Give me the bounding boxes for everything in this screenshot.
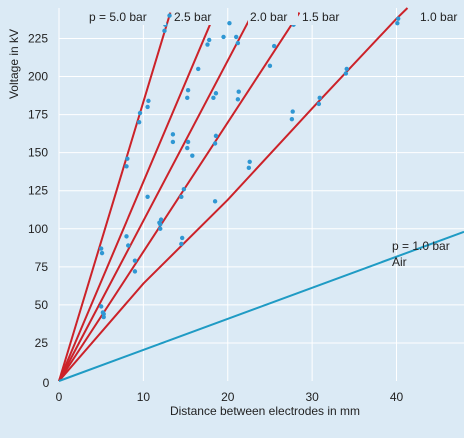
data-point (271, 43, 277, 49)
label-background (87, 8, 166, 25)
x-tick-label: 0 (56, 390, 63, 404)
data-point (145, 104, 150, 110)
pressure-line (58, 12, 172, 382)
y-tick-label: 50 (35, 298, 49, 312)
air-label-pressure: p = 1.0 bar (392, 239, 450, 253)
data-point (235, 97, 241, 102)
data-point (99, 250, 105, 256)
data-point (233, 34, 239, 40)
y-tick-label: 200 (28, 70, 48, 84)
data-point (185, 139, 191, 145)
data-point (213, 133, 219, 139)
data-point (344, 66, 349, 72)
data-points (98, 8, 425, 320)
data-point (289, 116, 295, 122)
data-point (212, 141, 218, 146)
data-point (132, 258, 138, 263)
air-label-name: Air (392, 255, 407, 269)
y-tick-label: 175 (28, 108, 48, 122)
data-point (290, 109, 295, 114)
data-point (125, 243, 131, 248)
data-point (190, 153, 195, 158)
data-point (196, 66, 201, 72)
data-point (247, 159, 252, 164)
label-background (172, 8, 221, 25)
label-background (418, 8, 464, 25)
data-point (221, 34, 226, 40)
data-point (205, 42, 210, 47)
y-tick-label: 75 (35, 260, 49, 274)
data-point (185, 145, 190, 151)
y-tick-label: 100 (28, 222, 48, 236)
data-point (181, 186, 187, 192)
y-tick-label: 125 (28, 184, 48, 198)
data-point (185, 95, 190, 101)
y-tick-label: 225 (28, 31, 48, 45)
data-point (179, 194, 184, 199)
data-point (246, 165, 252, 171)
label-background (248, 8, 298, 25)
data-point (157, 220, 162, 225)
data-point (267, 63, 273, 69)
data-point (101, 314, 106, 320)
data-point (211, 95, 216, 101)
data-point (136, 119, 142, 125)
data-point (132, 269, 138, 274)
data-point (100, 310, 106, 315)
series-label-1-0-bar: 1.0 bar (420, 10, 457, 24)
x-axis-label: Distance between electrodes in mm (170, 404, 360, 418)
data-point (146, 98, 151, 104)
data-point (124, 234, 129, 239)
series-label-1-5-bar: 1.5 bar (302, 10, 339, 24)
data-point (316, 101, 322, 107)
air-line (58, 230, 464, 382)
label-background (300, 8, 343, 25)
data-point (167, 13, 172, 18)
x-tick-label: 20 (221, 390, 235, 404)
x-tick-label: 30 (305, 390, 319, 404)
grid (58, 8, 464, 381)
y-tick-label: 150 (28, 146, 48, 160)
data-point (162, 28, 167, 34)
data-point (185, 88, 191, 93)
data-point (395, 16, 401, 21)
data-point (206, 37, 212, 43)
series-label-5-0-bar: p = 5.0 bar (89, 10, 147, 24)
data-point (235, 40, 241, 46)
data-point (236, 89, 241, 94)
y-zero-tick-label: 0 (43, 376, 50, 390)
data-point (158, 226, 163, 231)
data-point (213, 91, 219, 96)
data-point (137, 110, 143, 116)
data-point (125, 156, 130, 161)
data-point (170, 132, 176, 137)
pressure-line (58, 12, 254, 382)
data-point (227, 21, 232, 26)
y-tick-label: 25 (35, 336, 49, 350)
data-point (179, 241, 184, 247)
data-point (317, 95, 322, 101)
series-label-2-5-bar: 2.5 bar (174, 10, 211, 24)
data-point (170, 139, 176, 145)
data-point (212, 199, 218, 204)
pressure-line (58, 12, 217, 382)
data-point (395, 21, 400, 26)
data-point (179, 235, 185, 241)
x-tick-label: 40 (390, 390, 404, 404)
data-point (145, 194, 150, 199)
data-point (98, 304, 104, 309)
series-label-2-0-bar: 2.0 bar (250, 10, 287, 24)
x-tick-label: 10 (137, 390, 151, 404)
y-axis-label: Voltage in kV (7, 29, 21, 99)
data-point (124, 164, 129, 169)
data-point (343, 71, 349, 76)
data-point (98, 246, 104, 251)
